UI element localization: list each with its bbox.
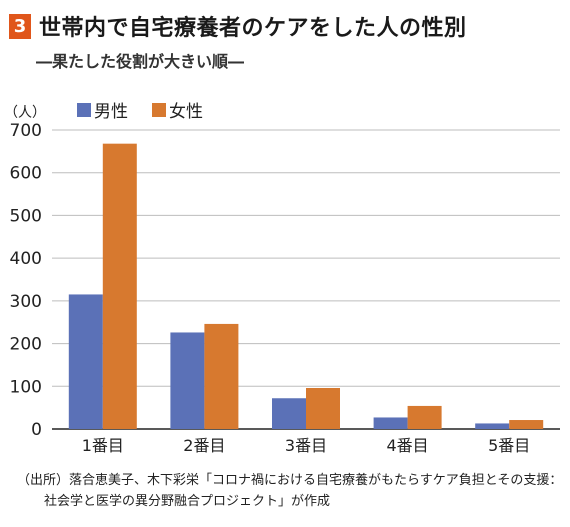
bar-male-1 xyxy=(68,294,103,429)
x-tick-label: 2番目 xyxy=(183,436,225,455)
bar-male-4 xyxy=(373,417,408,429)
x-tick-label: 1番目 xyxy=(82,436,124,455)
bar-female-4 xyxy=(407,405,442,429)
bar-male-3 xyxy=(272,398,306,429)
legend: 男性 女性 xyxy=(77,102,203,122)
y-tick-label: 700 xyxy=(10,121,42,141)
y-tick-label: 400 xyxy=(10,249,42,269)
y-tick-label: 600 xyxy=(10,164,42,184)
chart-subtitle: ―果たした役割が大きい順― xyxy=(36,52,245,71)
bars xyxy=(68,143,544,429)
y-tick-label: 100 xyxy=(10,377,42,397)
y-axis-ticks: 0 100 200 300 400 500 600 700 xyxy=(10,121,42,440)
bar-female-5 xyxy=(509,420,544,429)
legend-label-male: 男性 xyxy=(94,102,128,122)
y-tick-label: 200 xyxy=(10,335,42,355)
x-tick-label: 4番目 xyxy=(387,436,429,455)
bar-female-3 xyxy=(306,387,340,429)
x-tick-label: 3番目 xyxy=(285,436,327,455)
y-axis-unit-label: （人） xyxy=(4,105,46,121)
source-line-2: 社会学と医学の異分野融合プロジェクト」が作成 xyxy=(44,494,331,509)
y-tick-label: 300 xyxy=(10,292,42,312)
x-axis-ticks: 1番目 2番目 3番目 4番目 5番目 xyxy=(82,436,531,455)
title-row: 3 世帯内で自宅療養者のケアをした人の性別 xyxy=(9,12,467,41)
y-tick-label: 500 xyxy=(10,206,42,226)
bar-female-1 xyxy=(102,143,137,429)
bar-chart: 0 100 200 300 400 500 600 700 1番目 2番目 3番目 4番目 5番目 男… xyxy=(4,102,560,455)
x-tick-label: 5番目 xyxy=(488,436,530,455)
source-line-1: （出所）落合恵美子、木下彩栄「コロナ禍における自宅療養がもたらすケア負担とその支… xyxy=(17,473,563,488)
legend-label-female: 女性 xyxy=(169,102,203,122)
figure-number-badge: 3 xyxy=(9,13,31,39)
chart-title: 世帯内で自宅療養者のケアをした人の性別 xyxy=(39,16,467,41)
bar-male-5 xyxy=(475,423,510,429)
bar-female-2 xyxy=(204,323,239,429)
legend-swatch-male xyxy=(77,103,91,117)
bar-male-2 xyxy=(170,332,205,429)
source-note: （出所）落合恵美子、木下彩栄「コロナ禍における自宅療養がもたらすケア負担とその支… xyxy=(17,470,565,512)
legend-swatch-female xyxy=(152,103,166,117)
y-tick-label: 0 xyxy=(31,420,42,440)
